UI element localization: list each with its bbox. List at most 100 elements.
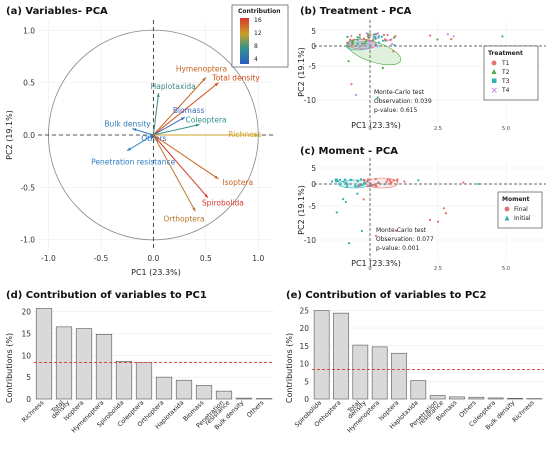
sample-point — [356, 42, 359, 46]
sample-point — [388, 178, 392, 182]
legend-label-t2: T2 — [501, 69, 510, 76]
sample-point — [381, 39, 385, 42]
arrow-spirobolida — [153, 134, 209, 199]
sample-point — [444, 212, 447, 215]
sample-point — [367, 36, 370, 39]
arrow-label: Hymenoptera — [176, 65, 227, 74]
sample-point — [342, 197, 345, 201]
chart-a-title: (a) Variables- PCA — [6, 6, 108, 17]
sample-point — [436, 220, 440, 223]
chart-a-ytick: -1.0 — [20, 236, 35, 245]
chart-b-ytick: 0 — [311, 42, 316, 51]
sample-point — [358, 33, 361, 36]
sample-point — [370, 183, 373, 187]
sample-point — [338, 178, 342, 181]
pc1-contribution-chart: (d) Contribution of variables to PC1 0 5 1… — [5, 290, 274, 434]
chart-b-ytick: -10 — [304, 96, 316, 105]
arrow-label: Biomass — [173, 106, 205, 115]
contribution-bar — [75, 328, 93, 400]
sample-point — [349, 38, 352, 41]
sample-point — [366, 178, 370, 181]
sample-point — [477, 182, 480, 186]
sample-point — [356, 36, 359, 39]
chart-c-ytick: 5 — [311, 164, 316, 173]
contribution-bar — [371, 346, 388, 400]
arrow-label: Penetration resistance — [91, 158, 175, 167]
treatment-pca-chart: (b) Treatment - PCA 5 0 -5 -10 0 2.5 5.0… — [297, 6, 546, 132]
chart-a-ytick: -0.5 — [20, 183, 35, 192]
moment-legend-title: Moment — [502, 196, 530, 203]
chart-c-xlabel: PC1 (23.3%) — [351, 259, 401, 268]
arrowhead — [254, 133, 259, 137]
legend-tick: 4 — [254, 56, 258, 63]
sample-point — [396, 178, 399, 181]
sample-point — [395, 229, 398, 232]
ytick-label: 20 — [21, 308, 31, 317]
sample-point — [346, 183, 349, 186]
sample-point — [335, 211, 338, 214]
contribution-color-bar — [240, 18, 249, 64]
sample-point — [359, 184, 362, 187]
sample-point — [372, 183, 375, 186]
t3-legend-marker — [492, 78, 497, 83]
chart-e-title: (e) Contribution of variables to PC2 — [286, 290, 487, 301]
sample-point — [351, 44, 354, 47]
contribution-bar — [235, 397, 253, 400]
arrow-orthoptera — [152, 134, 196, 212]
sample-point — [417, 179, 420, 182]
sample-point — [392, 36, 396, 39]
sample-point — [365, 32, 368, 35]
final-legend-marker — [504, 206, 510, 212]
arrow-label: Total density — [211, 74, 260, 83]
sample-point — [428, 34, 432, 37]
sample-point — [363, 181, 366, 184]
sample-point — [356, 185, 359, 188]
sample-point — [501, 35, 504, 38]
sample-point — [382, 33, 386, 37]
ytick-label: 0 — [26, 395, 31, 404]
chart-d-ylabel: Contributions (%) — [5, 333, 14, 403]
contribution-bar — [391, 352, 407, 400]
plot-area — [34, 305, 274, 399]
contribution-bar — [410, 380, 427, 400]
sample-point — [344, 200, 347, 204]
legend-tick: 8 — [254, 43, 258, 50]
ytick-label: 10 — [299, 360, 309, 369]
sample-point — [462, 181, 465, 184]
sample-point — [353, 185, 357, 188]
contribution-bar — [155, 376, 173, 400]
sample-point — [385, 180, 388, 183]
plot-area — [312, 305, 544, 399]
category-label: Others — [246, 399, 266, 419]
chart-a-xtick: -0.5 — [94, 254, 109, 263]
sample-point — [368, 183, 371, 187]
sample-point — [442, 207, 446, 210]
sample-point — [386, 33, 389, 37]
arrow-biomass — [153, 116, 186, 136]
sample-point — [374, 234, 378, 237]
sample-point — [380, 35, 383, 38]
sample-point — [362, 198, 365, 201]
sample-point — [356, 38, 359, 41]
sample-point — [375, 33, 378, 36]
contribution-bar — [135, 362, 153, 400]
sample-point — [334, 180, 338, 183]
arrowhead — [180, 117, 185, 121]
chart-c-ytick: 0 — [311, 180, 316, 189]
sample-point — [375, 185, 378, 188]
sample-point — [393, 43, 396, 47]
legend-label-initial: Initial — [514, 215, 531, 222]
contribution-bar — [195, 385, 213, 400]
arrowhead — [214, 82, 219, 87]
sample-point — [362, 44, 365, 47]
chart-b-ylabel: PC2 (19.1%) — [297, 47, 306, 97]
arrow-coleoptera — [153, 124, 200, 136]
sample-point — [345, 181, 348, 184]
sample-point — [390, 181, 393, 184]
sample-point — [350, 35, 353, 38]
category-label: Richness — [21, 399, 45, 423]
sample-point — [363, 42, 366, 45]
legend-label-t1: T1 — [501, 60, 510, 67]
